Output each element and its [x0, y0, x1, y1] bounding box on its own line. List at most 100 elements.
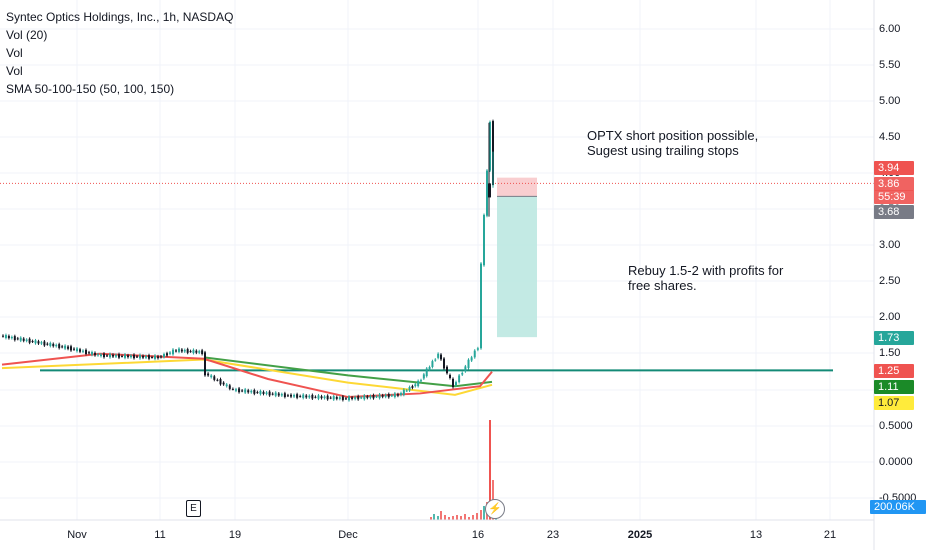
candle-body: [109, 353, 111, 358]
candle-body: [396, 394, 399, 396]
candle-body: [473, 350, 476, 358]
short-note[interactable]: OPTX short position possible, Sugest usi…: [587, 128, 758, 158]
candle-body: [160, 356, 162, 358]
indicator-sma[interactable]: SMA 50-100-150 (50, 100, 150): [6, 82, 175, 96]
candle-body: [169, 352, 171, 354]
candle-body: [253, 390, 256, 394]
rebuy-note[interactable]: Rebuy 1.5-2 with profits for free shares…: [628, 263, 783, 293]
candle-body: [61, 346, 64, 348]
indicator-vol-2[interactable]: Vol: [6, 64, 23, 78]
candle-body: [302, 394, 305, 398]
candle-body: [228, 385, 231, 389]
indicator-vol-1[interactable]: Vol: [6, 46, 23, 60]
candle-body: [28, 338, 31, 343]
position-zones: [497, 177, 537, 338]
indicator-vol20[interactable]: Vol (20): [6, 28, 48, 42]
candle-body: [244, 389, 247, 393]
candle-body: [256, 392, 259, 394]
volume-bar: [480, 510, 482, 520]
x-tick-label: 11: [154, 529, 166, 541]
candles: [2, 119, 494, 402]
candle-body: [452, 378, 454, 388]
candle-body: [103, 353, 105, 358]
candle-body: [486, 170, 488, 216]
candle-body: [417, 380, 420, 387]
candle-body: [43, 341, 46, 346]
candle-body: [49, 343, 52, 346]
candle-body: [180, 349, 183, 352]
candle-body: [118, 354, 120, 358]
x-tick-label: 16: [471, 529, 485, 541]
candle-body: [148, 355, 150, 359]
candle-body: [216, 379, 219, 381]
candle-body: [247, 390, 250, 393]
volume-bar: [483, 506, 485, 520]
candle-body: [384, 394, 387, 397]
candle-body: [338, 397, 341, 399]
candle-body: [369, 395, 372, 398]
candle-body: [458, 375, 461, 383]
volume-bar: [456, 515, 458, 520]
candle-body: [290, 394, 292, 397]
y-tick-label: 4.50: [879, 131, 901, 143]
x-tick-label: 23: [546, 529, 560, 541]
take-profit-zone: [497, 196, 537, 338]
candle-body: [34, 340, 37, 344]
chart-legend: Syntec Optics Holdings, Inc., 1h, NASDAQ…: [6, 8, 233, 98]
candle-body: [372, 395, 375, 399]
volume-bar: [433, 514, 435, 520]
candle-body: [219, 379, 222, 385]
candle-body: [480, 308, 482, 349]
candle-body: [231, 388, 234, 390]
candle-body: [341, 396, 344, 401]
stop-loss-zone: [497, 177, 537, 197]
volume-bar: [437, 516, 439, 520]
candle-body: [142, 355, 144, 358]
candle-body: [58, 344, 61, 349]
volume-bar: [476, 513, 478, 520]
candle-body: [124, 354, 126, 358]
candle-body: [296, 394, 299, 398]
short-note-line2: Sugest using trailing stops: [587, 143, 739, 158]
sma50-price-tag: 1.25: [874, 364, 914, 378]
volume-bar: [452, 516, 454, 520]
candle-body: [70, 346, 72, 351]
candle-body: [67, 346, 70, 349]
candle-body: [198, 351, 201, 353]
candle-body: [311, 394, 314, 399]
rebuy-note-line1: Rebuy 1.5-2 with profits for: [628, 263, 784, 278]
y-tick-label: 0.5000: [879, 420, 913, 432]
candle-body: [381, 395, 384, 397]
sma150-price-tag: 1.07: [874, 396, 914, 410]
y-tick-label: 6.00: [879, 23, 901, 35]
sma-100-line: [203, 356, 493, 388]
candle-body: [192, 349, 195, 354]
candle-body: [186, 349, 189, 353]
candle-body: [213, 376, 216, 380]
candle-body: [79, 349, 81, 352]
earnings-marker[interactable]: E: [186, 500, 201, 517]
candle-body: [271, 393, 274, 395]
candle-body: [277, 393, 280, 396]
candle-body: [10, 336, 13, 339]
volume-bar: [444, 515, 446, 520]
spike-body: [488, 183, 491, 198]
candle-body: [13, 336, 16, 341]
symbol-title[interactable]: Syntec Optics Holdings, Inc., 1h, NASDAQ: [6, 10, 234, 24]
candle-body: [443, 358, 445, 369]
candle-body: [408, 387, 411, 391]
candle-body: [106, 355, 108, 357]
last-price-tag: 3.86: [874, 177, 914, 191]
y-tick-label: 2.50: [879, 275, 901, 287]
candle-body: [329, 397, 332, 399]
candle-body: [402, 389, 405, 395]
candle-body: [489, 121, 491, 171]
candle-body: [314, 396, 317, 398]
candle-body: [411, 386, 414, 388]
y-tick-label: 5.00: [879, 95, 901, 107]
candle-body: [22, 338, 25, 341]
candle-body: [154, 355, 156, 359]
flash-icon[interactable]: ⚡: [485, 499, 505, 519]
candle-body: [97, 354, 99, 356]
